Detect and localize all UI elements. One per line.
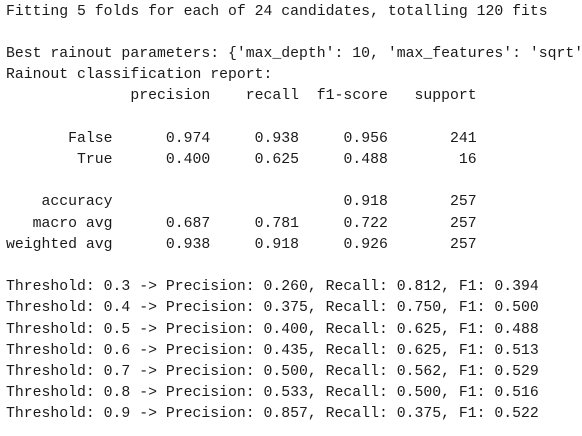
threshold-line: Threshold: 0.7 -> Precision: 0.500, Reca… [6, 363, 539, 380]
row-value: 0.781 [254, 215, 300, 232]
threshold-line: Threshold: 0.3 -> Precision: 0.260, Reca… [6, 279, 539, 296]
row-value: 16 [458, 151, 477, 168]
threshold-line: Threshold: 0.6 -> Precision: 0.435, Reca… [6, 342, 539, 359]
row-value: 0.918 [254, 236, 300, 253]
report-title: Rainout classification report: [6, 67, 273, 84]
report-header: precision [130, 88, 211, 105]
row-value: 257 [450, 194, 477, 211]
row-label: macro avg [32, 215, 113, 232]
report-header: recall [245, 88, 300, 105]
threshold-line: Threshold: 0.8 -> Precision: 0.533, Reca… [6, 385, 539, 402]
report-header: f1-score [316, 88, 388, 105]
best-params: Best rainout parameters: {'max_depth': 1… [6, 45, 582, 62]
threshold-line: Threshold: 0.4 -> Precision: 0.375, Reca… [6, 300, 539, 317]
report-header: support [414, 88, 477, 105]
threshold-line: Threshold: 0.9 -> Precision: 0.857, Reca… [6, 406, 539, 423]
row-value: 0.938 [254, 130, 300, 147]
row-value: 0.488 [343, 151, 388, 168]
row-label: True [77, 151, 113, 168]
row-label: weighted avg [6, 236, 113, 253]
row-value: 0.956 [343, 130, 388, 147]
row-value: 0.687 [165, 215, 211, 232]
row-label: False [68, 130, 113, 147]
row-value: 0.938 [165, 236, 211, 253]
row-value: 241 [450, 130, 477, 147]
row-value: 257 [450, 215, 477, 232]
fit-message: Fitting 5 folds for each of 24 candidate… [6, 3, 548, 20]
row-label: accuracy [41, 194, 113, 211]
row-value: 0.625 [254, 151, 300, 168]
row-value: 0.974 [165, 130, 211, 147]
row-value: 0.722 [343, 215, 388, 232]
threshold-line: Threshold: 0.5 -> Precision: 0.400, Reca… [6, 321, 539, 338]
row-value: 0.926 [343, 236, 388, 253]
row-value: 0.918 [343, 194, 388, 211]
row-value: 0.400 [165, 151, 211, 168]
row-value: 257 [450, 236, 477, 253]
